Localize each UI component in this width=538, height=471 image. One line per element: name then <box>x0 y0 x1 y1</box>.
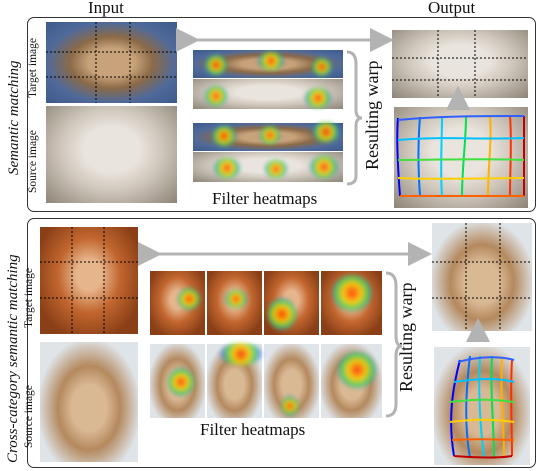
output-warped-horse-image <box>432 223 532 331</box>
output-header: Output <box>428 0 476 17</box>
target-kitten-image <box>46 22 177 103</box>
heatmap-blob <box>260 126 280 144</box>
heatmap-blob <box>305 88 331 108</box>
bracket-top <box>346 50 363 186</box>
heatmap-blob <box>220 343 262 365</box>
source-cat-image <box>46 106 177 203</box>
target-fox-image <box>40 227 138 334</box>
filter-heatmaps-caption-top: Filter heatmaps <box>212 189 318 208</box>
heatmap-blob <box>212 126 236 146</box>
bracket-bottom <box>385 271 403 418</box>
heatmap-blob <box>312 58 332 76</box>
input-header: Input <box>88 0 124 17</box>
heatmap-blob <box>214 158 240 178</box>
heatmap-blob <box>168 368 194 396</box>
heatmap-blob <box>338 352 376 388</box>
heatmap-blob <box>312 122 340 142</box>
heatmap-blob <box>265 160 287 178</box>
heatmap-blob <box>178 288 200 310</box>
heatmap-blob <box>225 290 247 308</box>
heatmap-blob <box>282 396 298 416</box>
heatmap-blob <box>332 275 372 311</box>
warp-grid-top <box>396 115 526 198</box>
heatmap-blob <box>310 156 338 178</box>
warp-grid-bottom <box>449 355 515 459</box>
heatmap-blob <box>205 86 227 106</box>
source-warp-grid-image <box>394 107 528 208</box>
heatmap-blob <box>258 52 284 70</box>
source-horse-image <box>40 342 138 462</box>
filter-heatmaps-caption-bottom: Filter heatmaps <box>200 420 306 439</box>
heatmap-blob <box>205 55 227 75</box>
heatmap-blob <box>268 298 296 330</box>
semantic-matching-panel <box>27 17 536 212</box>
cross-category-panel <box>27 218 536 468</box>
